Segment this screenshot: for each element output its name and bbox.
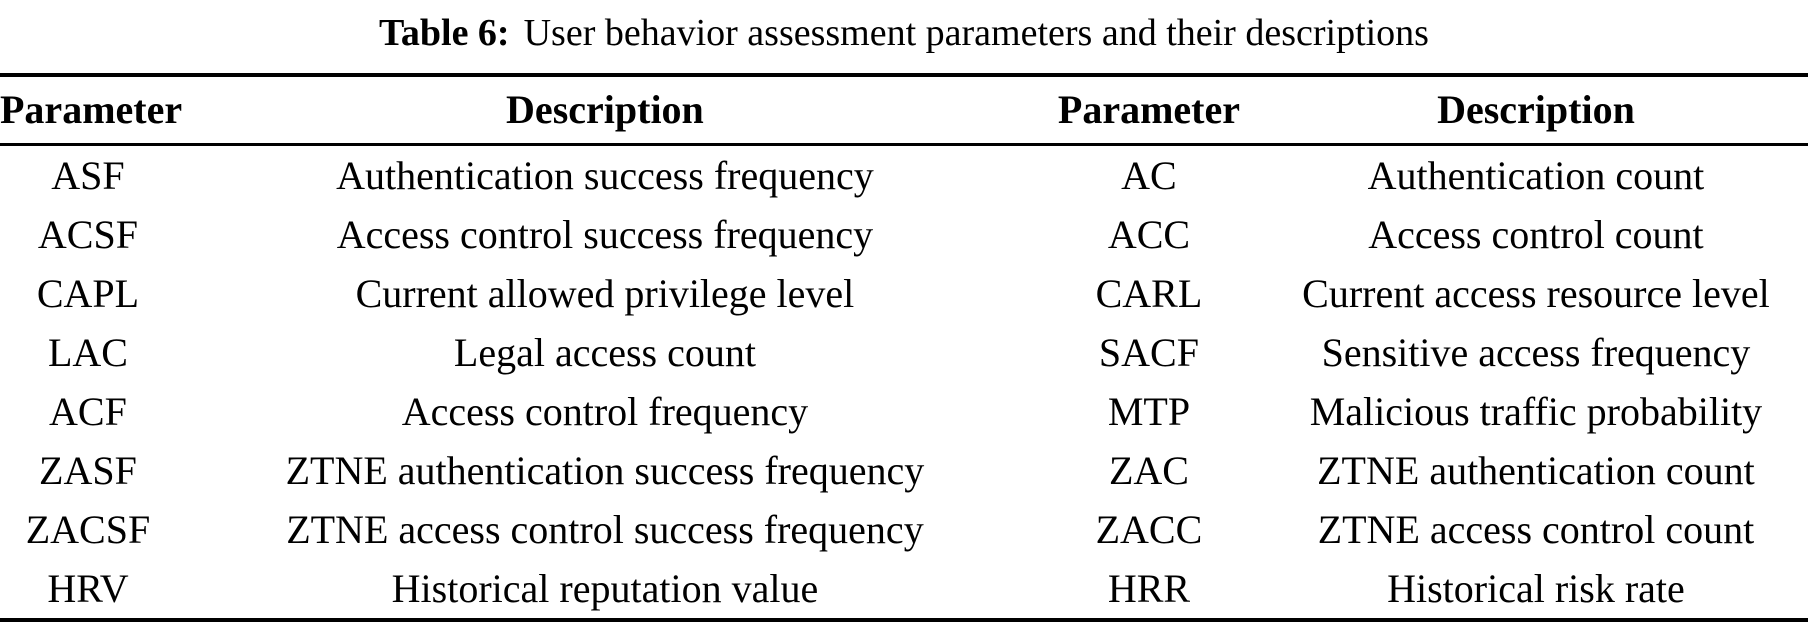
parameters-table: Parameter Description Parameter Descript… [0, 73, 1808, 622]
param-cell: ZAC [1108, 447, 1189, 493]
param-cell: HRV [47, 565, 129, 611]
desc-cell: Historical reputation value [391, 565, 819, 611]
desc-cell: Access control frequency [401, 388, 809, 434]
desc-cell: Access control count [1368, 211, 1704, 257]
desc-cell: ZTNE access control count [1317, 506, 1755, 552]
param-cell: ACSF [37, 211, 138, 257]
desc-cell: ZTNE authentication count [1317, 447, 1755, 493]
param-cell: MTP [1107, 388, 1191, 434]
param-cell: ACC [1107, 211, 1191, 257]
header-description-right: Description [1437, 87, 1635, 132]
desc-cell: Malicious traffic probability [1309, 388, 1763, 434]
desc-cell: Legal access count [453, 329, 756, 375]
param-cell: AC [1121, 152, 1177, 198]
param-cell: ZASF [39, 447, 137, 493]
param-cell: LAC [47, 329, 128, 375]
table-row: HRV Historical reputation value HRR Hist… [0, 559, 1808, 618]
desc-cell: Current access resource level [1302, 270, 1770, 316]
table-row: ACF Access control frequency MTP Malicio… [0, 382, 1808, 441]
param-cell: ZACSF [25, 506, 151, 552]
table-row: ASF Authentication success frequency AC … [0, 146, 1808, 205]
table-row: ACSF Access control success frequency AC… [0, 205, 1808, 264]
table-caption: Table 6: User behavior assessment paramet… [0, 0, 1808, 65]
desc-cell: Authentication success frequency [336, 152, 874, 198]
desc-cell: Access control success frequency [336, 211, 874, 257]
param-cell: SACF [1098, 329, 1199, 375]
param-cell: CAPL [36, 270, 140, 316]
table-caption-text: User behavior assessment parameters and … [523, 12, 1429, 54]
desc-cell: Current allowed privilege level [355, 270, 855, 316]
desc-cell: Historical risk rate [1387, 565, 1685, 611]
param-cell: CARL [1095, 270, 1203, 316]
header-parameter-left: Parameter [0, 87, 183, 132]
desc-cell: ZTNE authentication success frequency [285, 447, 925, 493]
desc-cell: Authentication count [1367, 152, 1705, 198]
param-cell: HRR [1107, 565, 1191, 611]
table-row: ZASF ZTNE authentication success frequen… [0, 441, 1808, 500]
table-caption-label: Table 6: [379, 12, 510, 54]
desc-cell: Sensitive access frequency [1321, 329, 1751, 375]
param-cell: ASF [51, 152, 125, 198]
table-row: LAC Legal access count SACF Sensitive ac… [0, 323, 1808, 382]
param-cell: ACF [49, 388, 127, 434]
header-description-left: Description [506, 87, 704, 132]
table-header-row: Parameter Description Parameter Descript… [0, 77, 1808, 146]
desc-cell: ZTNE access control success frequency [286, 506, 924, 552]
table-row: CAPL Current allowed privilege level CAR… [0, 264, 1808, 323]
table-row: ZACSF ZTNE access control success freque… [0, 500, 1808, 559]
header-parameter-right: Parameter [1057, 87, 1240, 132]
param-cell: ZACC [1095, 506, 1203, 552]
